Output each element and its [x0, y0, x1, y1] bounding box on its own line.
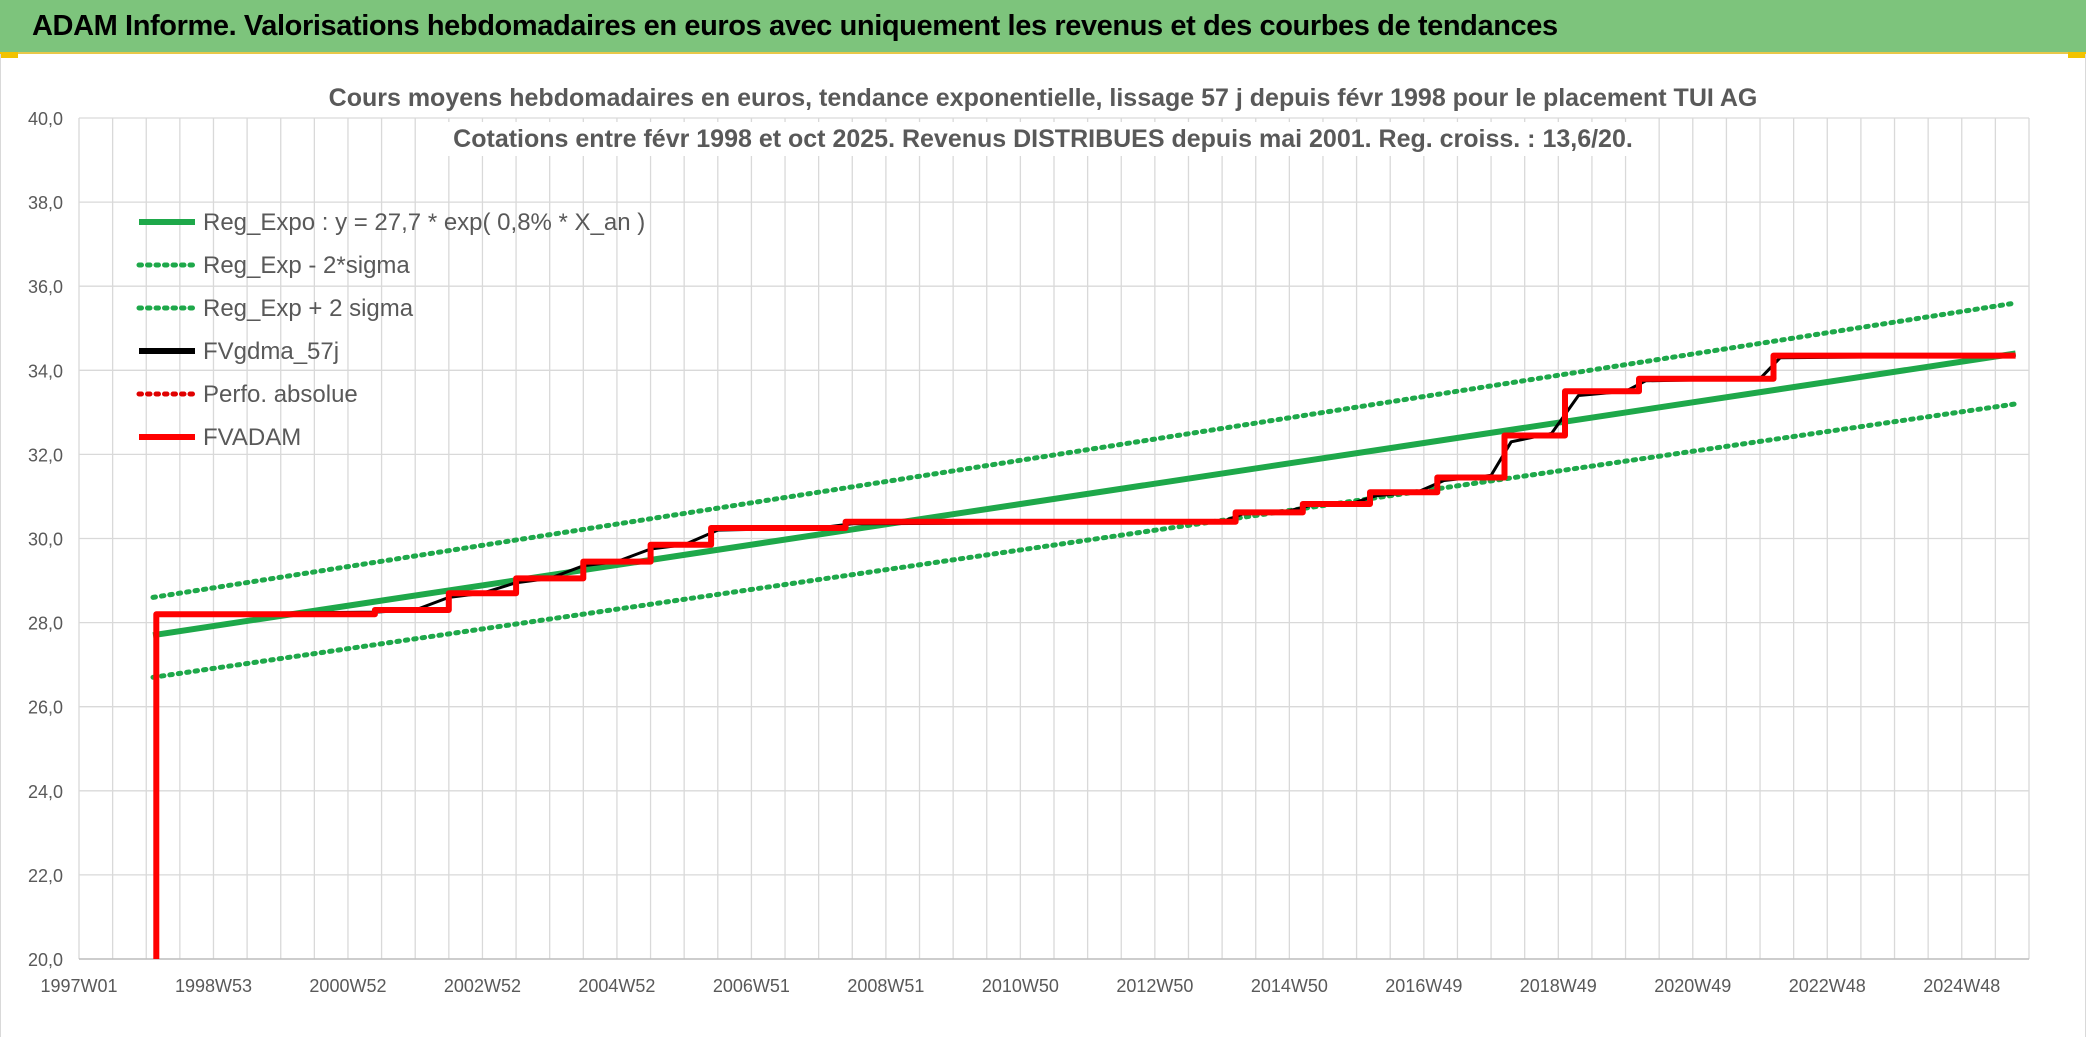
line-chart: 40,0 38,0 36,0 34,0 32,0 30,0 28,0 26,0 24,0 22,0…: [28, 81, 2030, 996]
x-tick-label: 2006W51: [713, 976, 790, 996]
chart-gridlines: [78, 117, 2030, 960]
chart-subtitle: Cotations entre févr 1998 et oct 2025. R…: [453, 125, 1633, 153]
x-tick-label: 2024W48: [1923, 976, 2000, 996]
chart-series: [150, 300, 2019, 959]
x-tick-label: 2000W52: [309, 976, 386, 996]
chart-legend: Reg_Expo : y = 27,7 * exp( 0,8% * X_an )…: [136, 209, 645, 451]
x-tick-label: 1998W53: [175, 976, 252, 996]
chart-axes: 40,0 38,0 36,0 34,0 32,0 30,0 28,0 26,0 24,0 22,0…: [28, 109, 2029, 996]
legend-label: Perfo. absolue: [203, 381, 358, 408]
legend-label: Reg_Exp + 2 sigma: [203, 295, 414, 322]
title-background: [320, 81, 1766, 115]
x-tick-label: 2004W52: [578, 976, 655, 996]
legend-label: Reg_Exp - 2*sigma: [203, 252, 410, 279]
report-header: ADAM Informe. Valorisations hebdomadaire…: [0, 0, 2086, 54]
y-tick-label: 24,0: [28, 782, 63, 802]
x-tick-label: 2020W49: [1654, 976, 1731, 996]
x-tick-label: 2016W49: [1385, 976, 1462, 996]
legend-label: FVADAM: [203, 424, 301, 451]
corner-marker-right: [2068, 52, 2086, 58]
y-tick-label: 22,0: [28, 866, 63, 886]
series-line-5: [153, 352, 2016, 959]
x-tick-label: 2002W52: [444, 976, 521, 996]
corner-marker-left: [0, 52, 18, 58]
legend-label: Reg_Expo : y = 27,7 * exp( 0,8% * X_an ): [203, 209, 645, 236]
y-tick-label: 32,0: [28, 445, 63, 465]
chart-title: Cours moyens hebdomadaires en euros, ten…: [329, 84, 1758, 112]
chart-title-block: Cours moyens hebdomadaires en euros, ten…: [320, 81, 1766, 156]
chart-area: 40,0 38,0 36,0 34,0 32,0 30,0 28,0 26,0 24,0 22,0…: [0, 54, 2086, 1037]
series-line-1: [150, 401, 2019, 680]
x-tick-label: 1997W01: [40, 976, 117, 996]
series-line-0: [152, 350, 2017, 639]
y-tick-label: 30,0: [28, 530, 63, 550]
title-background: [445, 122, 1641, 156]
x-tick-label: 2008W51: [847, 976, 924, 996]
report-title: ADAM Informe. Valorisations hebdomadaire…: [32, 10, 1558, 42]
x-tick-label: 2018W49: [1520, 976, 1597, 996]
series-line-2: [150, 300, 2019, 600]
legend-label: FVgdma_57j: [203, 338, 339, 365]
x-tick-label: 2014W50: [1251, 976, 1328, 996]
y-tick-label: 20,0: [28, 950, 63, 970]
y-tick-label: 26,0: [28, 698, 63, 718]
y-tick-label: 36,0: [28, 277, 63, 297]
x-tick-label: 2010W50: [982, 976, 1059, 996]
x-tick-label: 2012W50: [1116, 976, 1193, 996]
y-tick-label: 34,0: [28, 361, 63, 381]
y-tick-label: 38,0: [28, 193, 63, 213]
y-tick-label: 40,0: [28, 109, 63, 129]
x-tick-label: 2022W48: [1789, 976, 1866, 996]
y-tick-label: 28,0: [28, 614, 63, 634]
